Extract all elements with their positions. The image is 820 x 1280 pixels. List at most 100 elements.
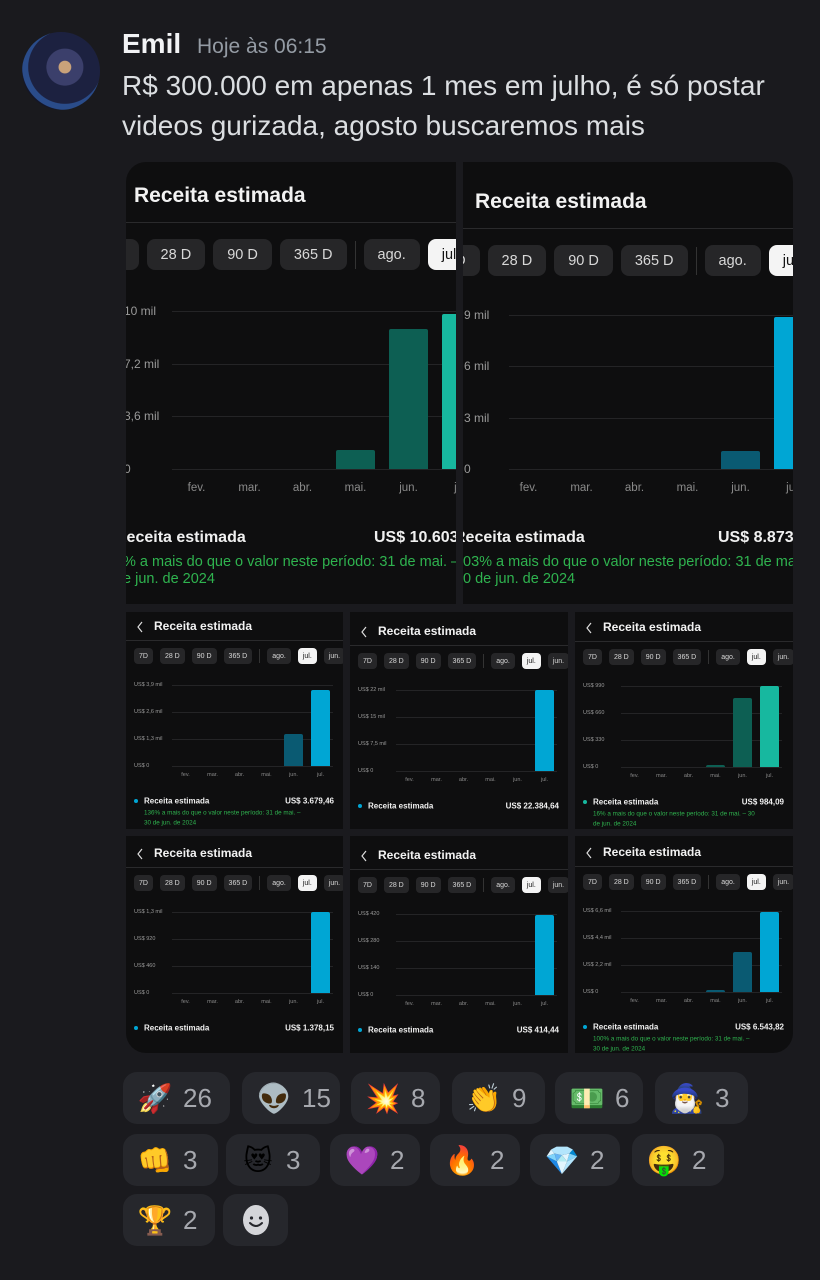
tab-28d[interactable]: 28 D (487, 245, 547, 276)
tab-ago[interactable]: ago. (491, 653, 515, 669)
bar-jul[interactable] (442, 313, 456, 469)
tab-365d[interactable]: 365 D (447, 877, 477, 893)
bar-jun[interactable] (733, 697, 752, 767)
reaction-button[interactable]: 😻 3 (226, 1134, 320, 1186)
tab-365d[interactable]: 365 D (223, 648, 253, 664)
tab-365d[interactable]: 365 D (672, 874, 702, 890)
y-tick-label: US$ 2,6 mil (134, 709, 163, 715)
tab-jun[interactable]: jun. (547, 877, 568, 893)
reaction-button[interactable]: 💎 2 (530, 1134, 620, 1186)
tab-jun[interactable]: jun. (323, 875, 343, 891)
bar-jul[interactable] (760, 911, 779, 992)
tab-ago[interactable]: ago. (267, 648, 291, 664)
tab-jun[interactable]: jun. (772, 649, 793, 665)
tab-jul[interactable]: jul. (746, 874, 766, 890)
tab-jul[interactable]: jul. (297, 648, 317, 664)
tab-90d[interactable]: 90 D (213, 239, 272, 270)
reaction-button[interactable]: 🚀 26 (123, 1072, 230, 1124)
tab-jul[interactable]: jul. (427, 239, 456, 270)
tab-28d[interactable]: 28 D (383, 653, 409, 669)
reaction-button[interactable]: 👽 15 (242, 1072, 340, 1124)
tab-ago[interactable]: ago. (267, 875, 291, 891)
bar-jun[interactable] (721, 451, 760, 469)
tab-28d[interactable]: 28 D (608, 649, 634, 665)
tab-90d[interactable]: 90 D (640, 874, 666, 890)
reaction-button[interactable]: 👊 3 (123, 1134, 218, 1186)
tab-28d[interactable]: 28 D (383, 877, 409, 893)
x-tick-label: abr. (458, 777, 469, 783)
bar-jun[interactable] (389, 328, 428, 469)
tab-7d[interactable]: 7D (134, 875, 153, 891)
tab-ago[interactable]: ago. (716, 874, 740, 890)
tab-365d[interactable]: 365 D (672, 649, 702, 665)
reaction-button[interactable]: 🧙‍♂️ 3 (655, 1072, 748, 1124)
tab-ago[interactable]: ago. (704, 245, 761, 276)
bar-mai[interactable] (706, 990, 725, 992)
gridline (396, 690, 557, 691)
comparison-text: 0 de jun. de 2024 (463, 571, 576, 587)
bar-jul[interactable] (535, 690, 554, 771)
bar-jun[interactable] (284, 733, 303, 766)
bar-jun[interactable] (733, 951, 752, 992)
tab-7d[interactable]: 7D (583, 649, 602, 665)
tab-jul[interactable]: jul. (521, 877, 541, 893)
bar-jul[interactable] (535, 915, 554, 995)
tab-28d[interactable]: 28 D (159, 875, 185, 891)
gridline (172, 966, 333, 967)
tab-90d[interactable]: 90 D (415, 653, 441, 669)
tab-90d[interactable]: 90 D (554, 245, 613, 276)
tab-jul[interactable]: jul. (297, 875, 317, 891)
tab-90d[interactable]: 90 D (415, 877, 441, 893)
tab-jun[interactable]: jun. (547, 653, 568, 669)
tab-7d[interactable]: 7D (358, 653, 377, 669)
tab-365d[interactable]: 365 D (279, 239, 347, 270)
tab-365d[interactable]: 365 D (447, 653, 477, 669)
tab-7d[interactable]: 7D (134, 648, 153, 664)
tab-ago[interactable]: ago. (491, 877, 515, 893)
author-name[interactable]: Emil (122, 28, 182, 59)
tab-ago[interactable]: ago. (716, 649, 740, 665)
tab-jun[interactable]: jun. (323, 648, 343, 664)
reaction-button[interactable]: 💜 2 (330, 1134, 420, 1186)
tab-365d[interactable]: 365 D (620, 245, 688, 276)
tab-90d[interactable]: 90 D (191, 875, 217, 891)
bar-jul[interactable] (311, 912, 330, 993)
bar-jul[interactable] (774, 317, 793, 469)
tab-90d[interactable]: 90 D (191, 648, 217, 664)
tab-28d[interactable]: 28 D (146, 239, 206, 270)
tab-jul[interactable]: jul. (746, 649, 766, 665)
bar-jul[interactable] (311, 689, 330, 766)
tab-7d[interactable]: 7D (358, 877, 377, 893)
reaction-button[interactable]: 🏆 2 (123, 1194, 215, 1246)
tab-90d[interactable]: 90 D (640, 649, 666, 665)
tab-28d[interactable]: 28 D (608, 874, 634, 890)
reaction-button[interactable]: 💵 6 (555, 1072, 643, 1124)
tab-7d[interactable]: 7D (463, 245, 480, 276)
tab-28d[interactable]: 28 D (159, 648, 185, 664)
tab-jun[interactable]: jun. (772, 874, 793, 890)
reaction-button[interactable]: 🔥 2 (430, 1134, 520, 1186)
bar-mai[interactable] (706, 765, 725, 767)
tab-7d[interactable]: 7D (583, 874, 602, 890)
reaction-button[interactable]: 👏 9 (452, 1072, 545, 1124)
bar-mai[interactable] (336, 449, 375, 469)
tab-jul[interactable]: jul. (768, 245, 793, 276)
reaction-button[interactable]: 🤑 2 (632, 1134, 724, 1186)
tab-ago[interactable]: ago. (363, 239, 420, 270)
tab-jul[interactable]: jul. (521, 653, 541, 669)
avatar[interactable] (22, 32, 100, 110)
tab-7d[interactable]: 7D (126, 239, 139, 270)
tab-365d[interactable]: 365 D (223, 875, 253, 891)
bar-jul[interactable] (760, 686, 779, 767)
reaction-button[interactable]: 💥 8 (351, 1072, 440, 1124)
gridline (172, 416, 456, 418)
add-reaction-button[interactable] (223, 1194, 288, 1246)
